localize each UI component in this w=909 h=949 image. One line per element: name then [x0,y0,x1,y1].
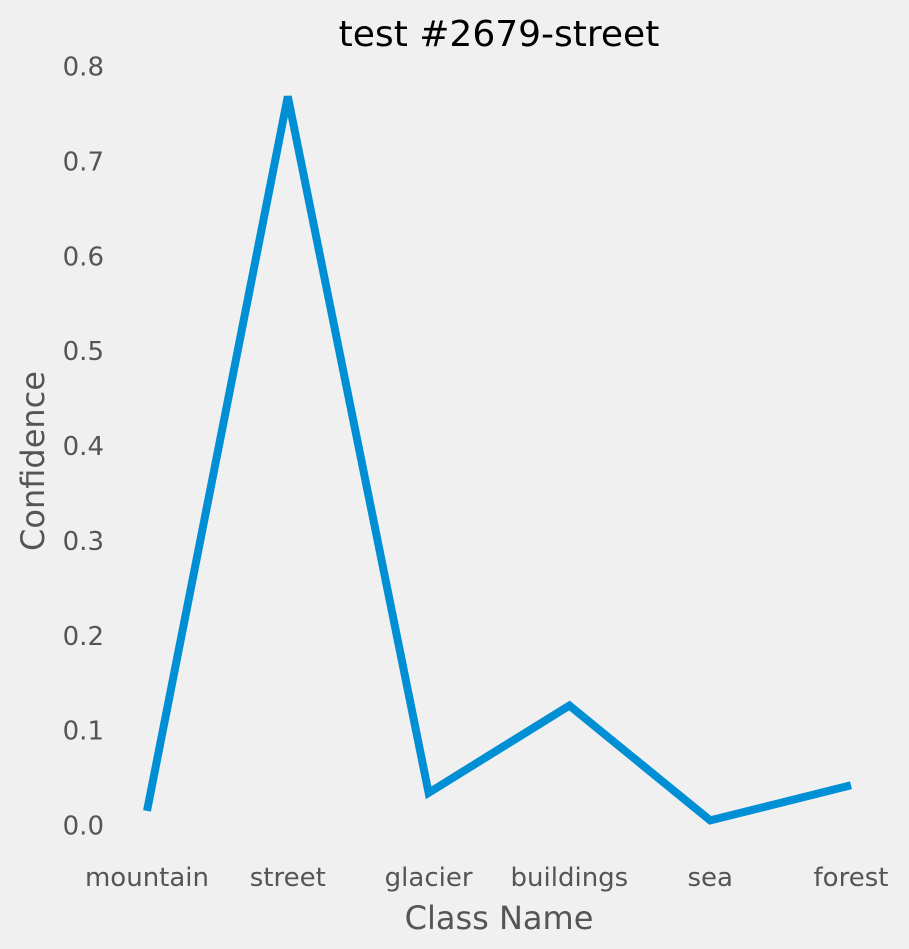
series-group [143,92,855,825]
x-tick-label: mountain [85,863,209,893]
y-tick-label: 0.7 [63,147,104,177]
y-tick-label: 0.6 [63,242,104,272]
data-point [565,702,573,710]
y-axis-label: Confidence [14,371,52,551]
data-point [143,807,151,815]
x-axis-ticks: mountain street glacier buildings sea forest [85,863,888,893]
y-tick-label: 0.1 [63,717,104,747]
x-tick-label: forest [814,863,889,893]
series-line [143,95,852,825]
y-tick-label: 0.3 [63,527,104,557]
y-tick-label: 0.5 [63,337,104,367]
x-axis-label: Class Name [405,899,594,937]
y-tick-label: 0.4 [63,432,104,462]
x-tick-label: sea [687,863,732,893]
y-tick-label: 0.0 [63,812,104,842]
x-tick-label: glacier [385,863,473,893]
x-tick-label: buildings [511,863,629,893]
data-point [847,781,855,789]
y-tick-label: 0.8 [63,53,104,83]
y-tick-label: 0.2 [63,622,104,652]
data-point [706,816,714,824]
chart-title: test #2679-street [339,14,660,55]
data-point [425,789,433,797]
x-tick-label: street [250,863,326,893]
data-point [284,92,292,100]
y-axis-ticks: 0.0 0.1 0.2 0.3 0.4 0.5 0.6 0.7 0.8 [63,53,104,842]
